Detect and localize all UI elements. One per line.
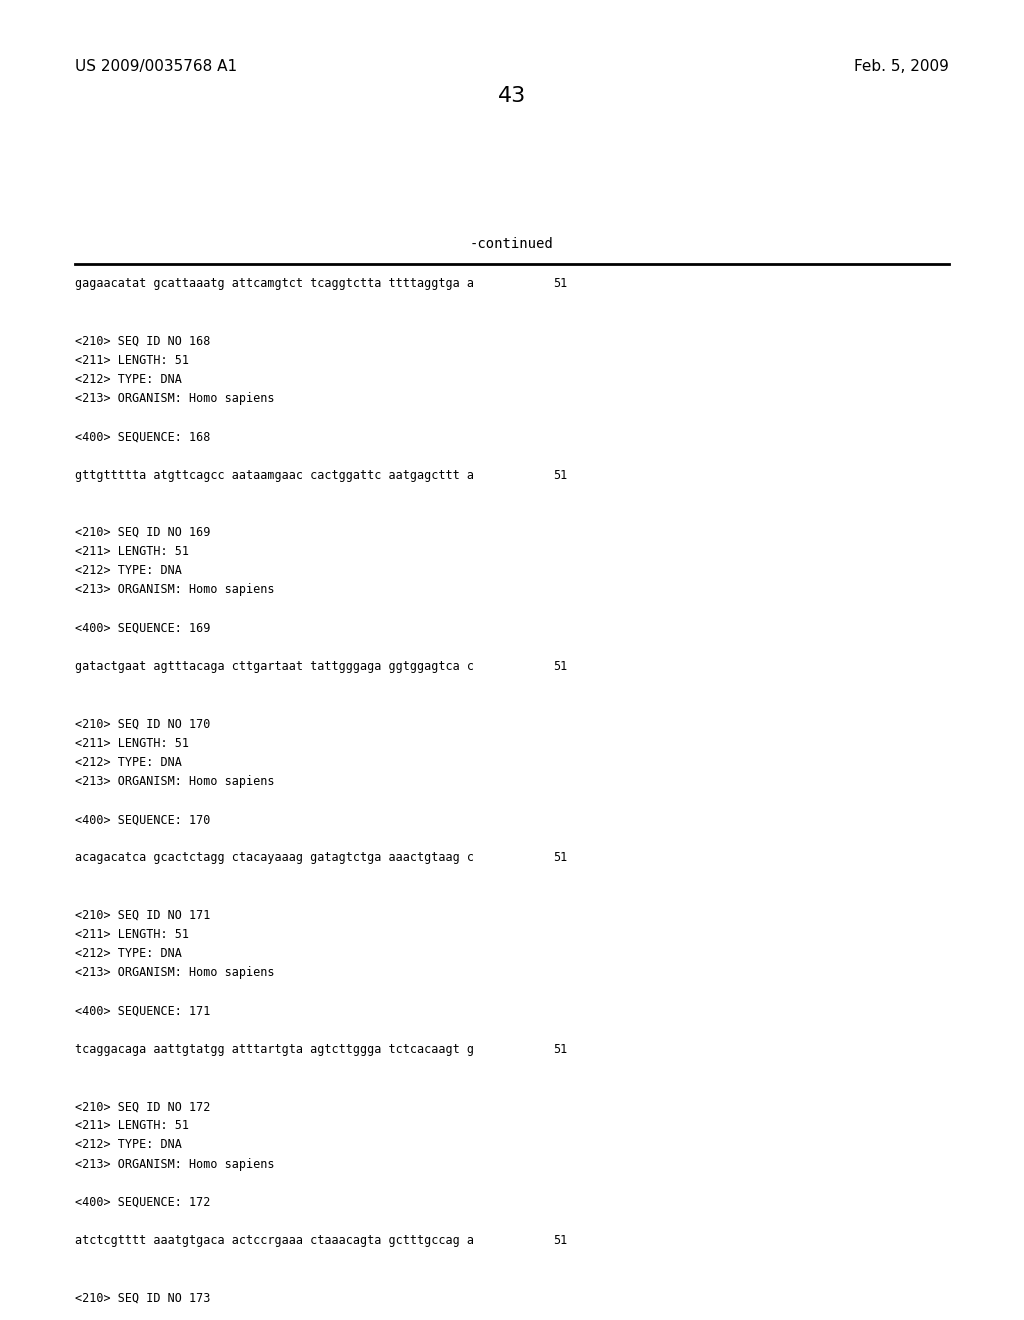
Text: tcaggacaga aattgtatgg atttartgta agtcttggga tctcacaagt g: tcaggacaga aattgtatgg atttartgta agtcttg…	[75, 1043, 474, 1056]
Text: acagacatca gcactctagg ctacayaaag gatagtctga aaactgtaag c: acagacatca gcactctagg ctacayaaag gatagtc…	[75, 851, 474, 865]
Text: <400> SEQUENCE: 170: <400> SEQUENCE: 170	[75, 813, 210, 826]
Text: <211> LENGTH: 51: <211> LENGTH: 51	[75, 737, 188, 750]
Text: 43: 43	[498, 86, 526, 106]
Text: <211> LENGTH: 51: <211> LENGTH: 51	[75, 545, 188, 558]
Text: 51: 51	[553, 660, 567, 673]
Text: 51: 51	[553, 469, 567, 482]
Text: 51: 51	[553, 1234, 567, 1247]
Text: <211> LENGTH: 51: <211> LENGTH: 51	[75, 354, 188, 367]
Text: 51: 51	[553, 277, 567, 290]
Text: <212> TYPE: DNA: <212> TYPE: DNA	[75, 755, 181, 768]
Text: <213> ORGANISM: Homo sapiens: <213> ORGANISM: Homo sapiens	[75, 392, 274, 405]
Text: <213> ORGANISM: Homo sapiens: <213> ORGANISM: Homo sapiens	[75, 1158, 274, 1171]
Text: <211> LENGTH: 51: <211> LENGTH: 51	[75, 1119, 188, 1133]
Text: <210> SEQ ID NO 173: <210> SEQ ID NO 173	[75, 1291, 210, 1304]
Text: <210> SEQ ID NO 168: <210> SEQ ID NO 168	[75, 334, 210, 347]
Text: -continued: -continued	[470, 236, 554, 251]
Text: <212> TYPE: DNA: <212> TYPE: DNA	[75, 372, 181, 385]
Text: gatactgaat agtttacaga cttgartaat tattgggaga ggtggagtca c: gatactgaat agtttacaga cttgartaat tattggg…	[75, 660, 474, 673]
Text: <400> SEQUENCE: 171: <400> SEQUENCE: 171	[75, 1005, 210, 1018]
Text: <213> ORGANISM: Homo sapiens: <213> ORGANISM: Homo sapiens	[75, 583, 274, 597]
Text: Feb. 5, 2009: Feb. 5, 2009	[854, 59, 949, 74]
Text: atctcgtttt aaatgtgaca actccrgaaa ctaaacagta gctttgccag a: atctcgtttt aaatgtgaca actccrgaaa ctaaaca…	[75, 1234, 474, 1247]
Text: <400> SEQUENCE: 169: <400> SEQUENCE: 169	[75, 622, 210, 635]
Text: US 2009/0035768 A1: US 2009/0035768 A1	[75, 59, 237, 74]
Text: <210> SEQ ID NO 171: <210> SEQ ID NO 171	[75, 908, 210, 921]
Text: <212> TYPE: DNA: <212> TYPE: DNA	[75, 948, 181, 960]
Text: <400> SEQUENCE: 168: <400> SEQUENCE: 168	[75, 430, 210, 444]
Text: 51: 51	[553, 1043, 567, 1056]
Text: <210> SEQ ID NO 172: <210> SEQ ID NO 172	[75, 1101, 210, 1113]
Text: <212> TYPE: DNA: <212> TYPE: DNA	[75, 565, 181, 577]
Text: <210> SEQ ID NO 169: <210> SEQ ID NO 169	[75, 525, 210, 539]
Text: 51: 51	[553, 851, 567, 865]
Text: gagaacatat gcattaaatg attcamgtct tcaggtctta ttttaggtga a: gagaacatat gcattaaatg attcamgtct tcaggtc…	[75, 277, 474, 290]
Text: <212> TYPE: DNA: <212> TYPE: DNA	[75, 1138, 181, 1151]
Text: <213> ORGANISM: Homo sapiens: <213> ORGANISM: Homo sapiens	[75, 966, 274, 979]
Text: gttgttttta atgttcagcc aataamgaac cactggattc aatgagcttt a: gttgttttta atgttcagcc aataamgaac cactgga…	[75, 469, 474, 482]
Text: <213> ORGANISM: Homo sapiens: <213> ORGANISM: Homo sapiens	[75, 775, 274, 788]
Text: <400> SEQUENCE: 172: <400> SEQUENCE: 172	[75, 1196, 210, 1209]
Text: <211> LENGTH: 51: <211> LENGTH: 51	[75, 928, 188, 941]
Text: <210> SEQ ID NO 170: <210> SEQ ID NO 170	[75, 718, 210, 730]
